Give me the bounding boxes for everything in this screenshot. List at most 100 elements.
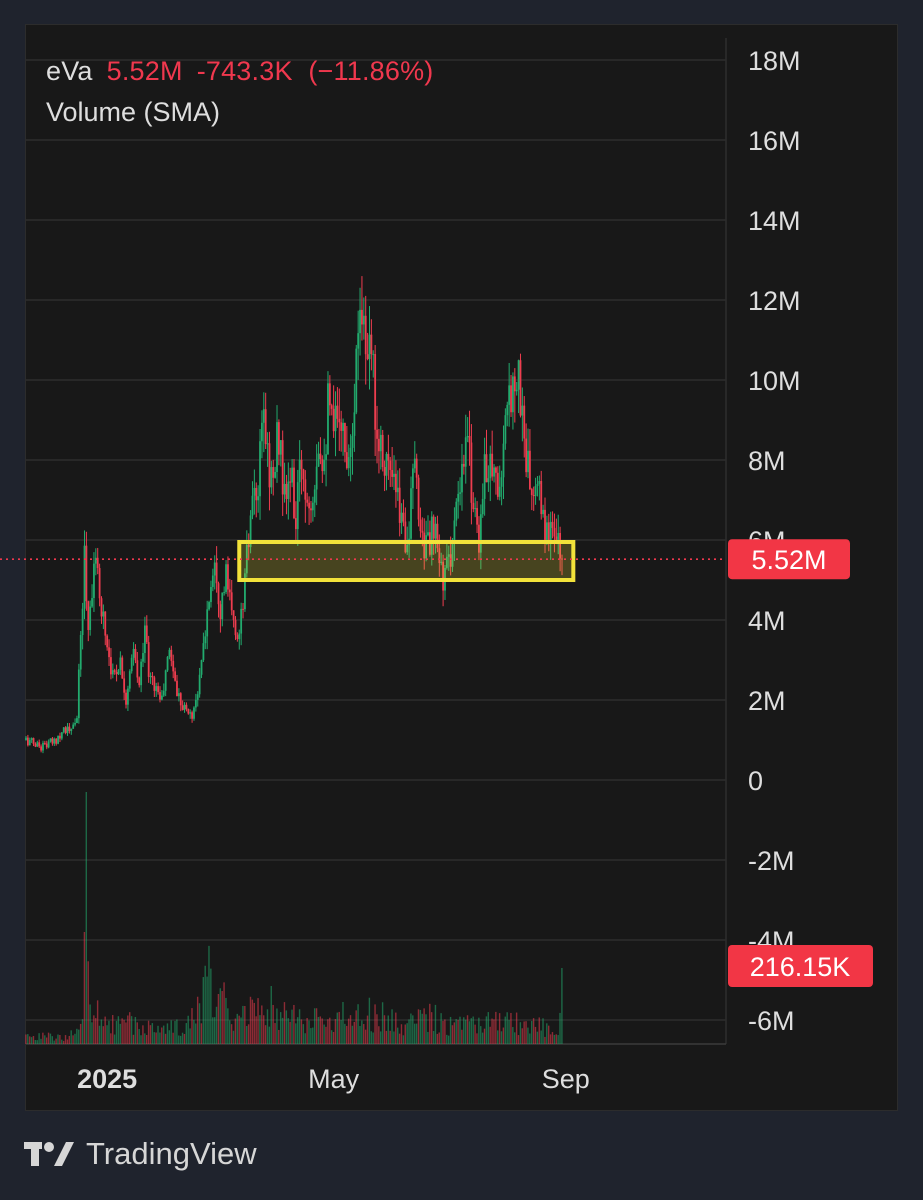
candle-body — [215, 562, 218, 584]
candle-body — [102, 611, 105, 617]
candle-body — [546, 522, 548, 544]
candle-body — [476, 508, 478, 525]
candle-body — [100, 598, 103, 617]
volume-bar — [444, 1019, 446, 1044]
candle-body — [81, 608, 84, 636]
volume-bar — [34, 1040, 37, 1044]
volume-bar — [344, 1023, 346, 1044]
candle-body — [481, 498, 484, 515]
brand-footer[interactable]: TradingView — [24, 1136, 257, 1172]
candle-body — [191, 712, 193, 719]
volume-bar — [91, 1022, 93, 1044]
y-tick-label: 16M — [748, 126, 801, 156]
volume-bar — [238, 1015, 240, 1044]
volume-bar — [89, 1004, 91, 1044]
volume-bar — [498, 1013, 501, 1044]
volume-bar — [95, 1018, 97, 1044]
candle-body — [202, 643, 205, 661]
volume-bar — [251, 999, 254, 1044]
volume-bar — [157, 1025, 159, 1044]
volume-bar — [53, 1040, 55, 1044]
volume-bar — [98, 1025, 101, 1044]
volume-bar — [393, 1031, 395, 1044]
volume-bar — [470, 1018, 473, 1044]
candle-body — [187, 708, 190, 714]
volume-bar — [349, 1015, 352, 1044]
volume-bar — [117, 1016, 120, 1044]
candle-body — [474, 508, 477, 510]
volume-bar — [261, 1005, 263, 1044]
candle-body — [132, 648, 135, 658]
volume-bar — [208, 945, 210, 1044]
candle-body — [247, 544, 250, 548]
candle-body — [64, 727, 67, 733]
volume-bar — [236, 1013, 238, 1044]
candle-body — [434, 523, 437, 539]
volume-bar — [151, 1023, 154, 1044]
candle-body — [98, 568, 101, 599]
candle-body — [336, 405, 339, 419]
volume-bar — [223, 982, 225, 1044]
volume-bar — [531, 1020, 533, 1044]
candle-body — [508, 385, 511, 405]
candle-body — [121, 657, 124, 679]
volume-bar — [304, 1033, 306, 1044]
candle-body — [244, 573, 246, 610]
candle-body — [421, 531, 424, 533]
volume-bar — [183, 1034, 186, 1044]
volume-bar — [62, 1040, 65, 1044]
indicator-label[interactable]: Volume (SMA) — [46, 97, 221, 127]
candle-body — [125, 692, 127, 705]
candle-body — [436, 523, 439, 549]
candle-body — [355, 348, 358, 413]
volume-bar — [372, 1032, 374, 1044]
volume-bar — [51, 1036, 54, 1044]
candle-body — [174, 671, 176, 681]
candle-body — [534, 485, 537, 497]
volume-bar — [389, 1030, 391, 1044]
candle-body — [513, 376, 516, 392]
volume-bar — [547, 1025, 550, 1044]
volume-badge — [728, 945, 873, 987]
candle-body — [119, 657, 122, 670]
volume-bar — [285, 1010, 288, 1044]
volume-bar — [380, 1031, 382, 1044]
candle-body — [519, 360, 522, 416]
volume-bar — [395, 1012, 397, 1044]
volume-bar — [112, 1015, 114, 1044]
candle-body — [472, 502, 475, 510]
candle-body — [206, 609, 209, 637]
volume-bar — [544, 1036, 546, 1044]
volume-bar — [491, 1018, 493, 1044]
candle-body — [512, 376, 514, 413]
volume-bar — [457, 1019, 459, 1044]
candle-body — [272, 467, 275, 478]
volume-bar — [446, 1034, 448, 1044]
volume-bar — [240, 1017, 242, 1044]
symbol-name[interactable]: eVa — [46, 56, 93, 86]
candle-body — [278, 422, 280, 455]
volume-bar — [138, 1029, 140, 1044]
volume-bar — [551, 1032, 554, 1044]
candle-body — [330, 405, 333, 409]
candle-body — [185, 704, 188, 709]
volume-bar — [510, 1012, 512, 1044]
volume-bar — [193, 1019, 195, 1044]
volume-bar — [130, 1016, 133, 1044]
volume-bar — [187, 1015, 189, 1044]
volume-bar — [195, 1023, 197, 1044]
volume-bar — [93, 1015, 95, 1044]
candle-body — [127, 688, 129, 705]
volume-bar — [59, 1034, 61, 1044]
volume-bar — [408, 1019, 410, 1044]
volume-bar — [162, 1025, 165, 1044]
volume-bar — [136, 1022, 138, 1044]
price-change: -743.3K — [196, 56, 293, 86]
candle-body — [240, 608, 243, 634]
volume-bar — [400, 1024, 403, 1044]
candle-body — [157, 686, 160, 693]
volume-bar — [25, 1034, 27, 1044]
volume-bar — [70, 1030, 72, 1044]
volume-bar — [249, 996, 252, 1044]
